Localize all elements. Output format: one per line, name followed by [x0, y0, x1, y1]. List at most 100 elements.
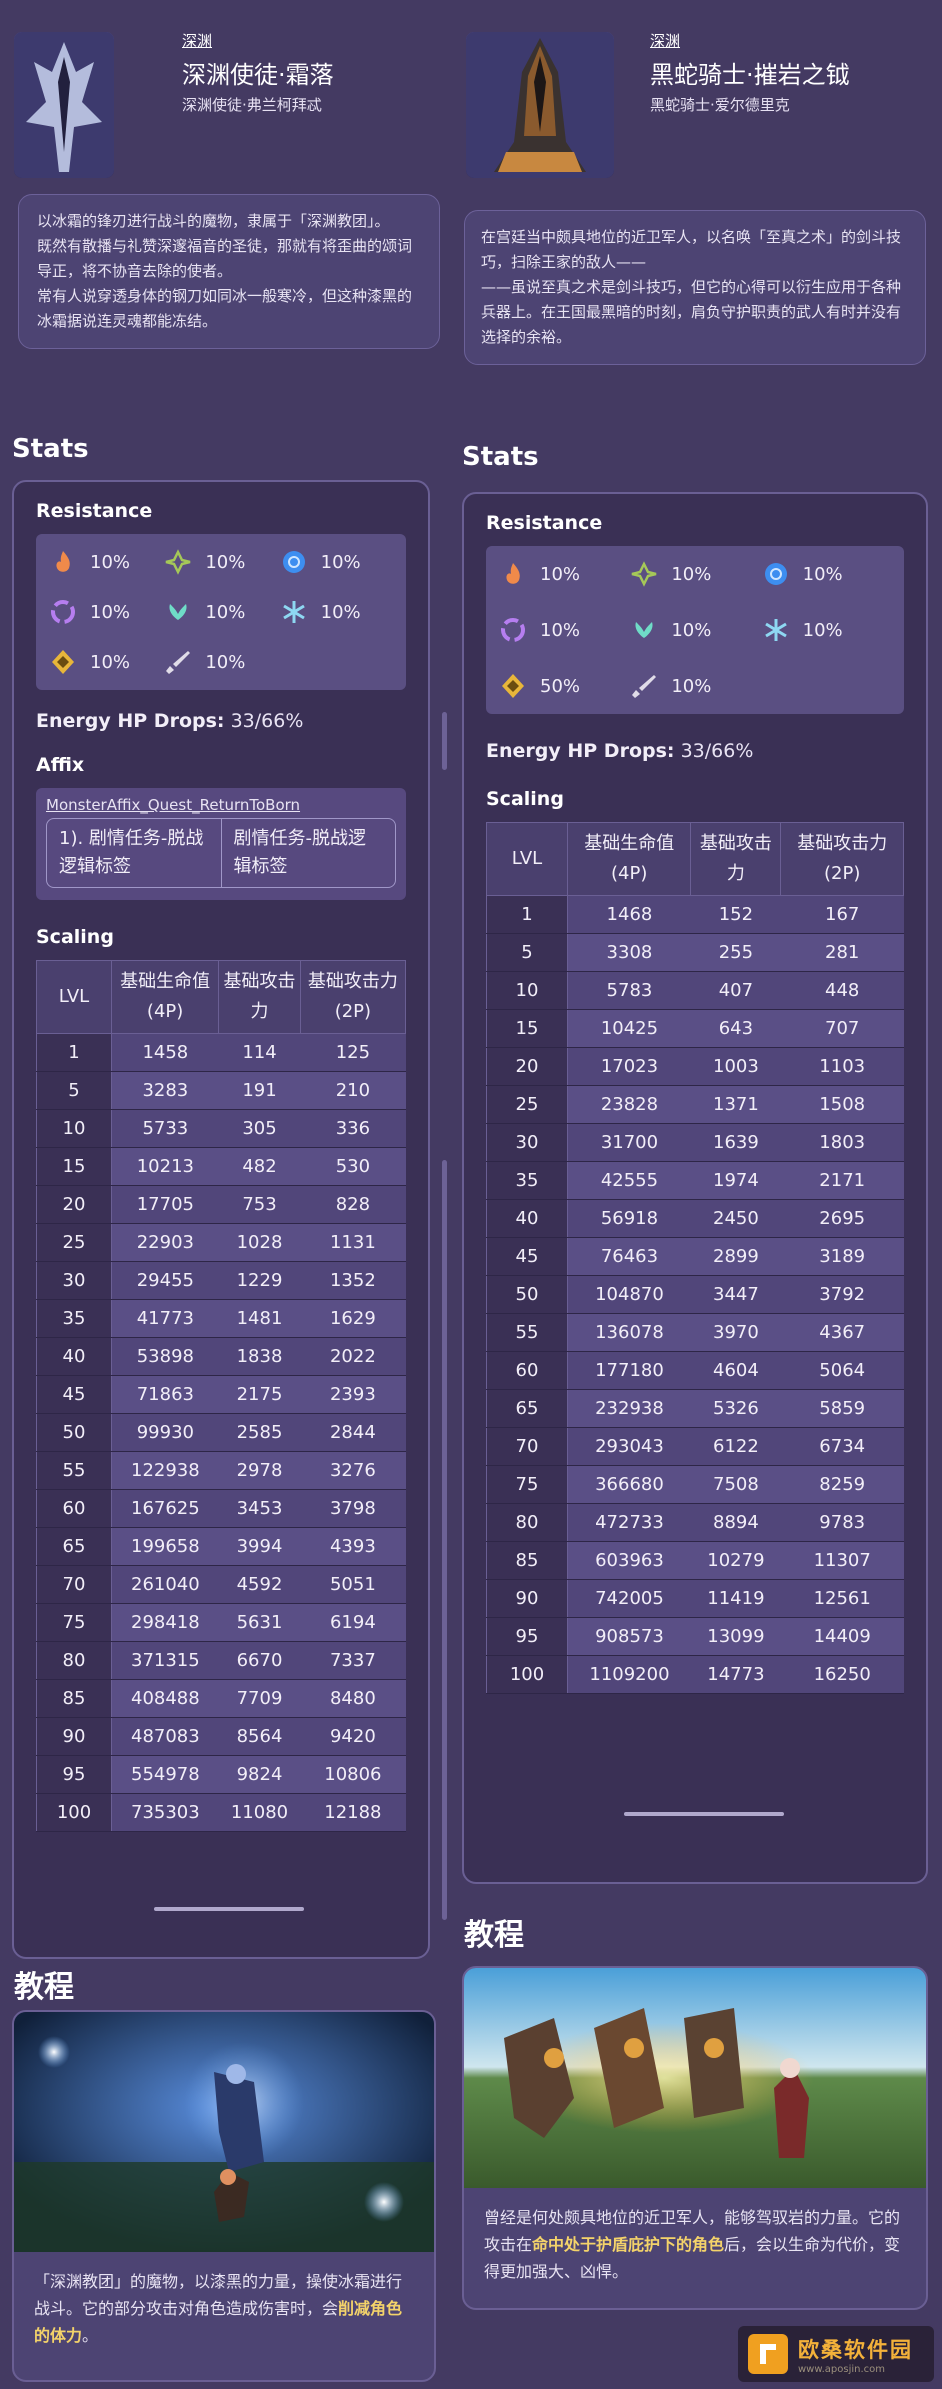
cell-level: 50 [486, 1275, 568, 1314]
cell-value: 167 [780, 895, 904, 934]
resistance-value: 10% [205, 551, 246, 573]
cell-value: 1508 [780, 1085, 904, 1124]
cell-value: 8259 [780, 1465, 904, 1504]
cell-value: 1352 [300, 1261, 406, 1300]
cell-value: 4367 [780, 1313, 904, 1352]
cell-level: 15 [36, 1147, 112, 1186]
left-monster-column: 深渊 深渊使徒·霜落 深渊使徒·弗兰柯拜忒 以冰霜的锋刃进行战斗的魔物，隶属于「… [12, 0, 440, 2382]
cell-value: 167625 [111, 1489, 219, 1528]
table-row: 100 735303 11080 12188 [36, 1793, 406, 1832]
cell-value: 735303 [111, 1793, 219, 1832]
cell-value: 554978 [111, 1755, 219, 1794]
cell-level: 80 [486, 1503, 568, 1542]
resistance-value: 10% [802, 619, 843, 641]
cell-value: 293043 [567, 1427, 691, 1466]
cryo-icon [761, 615, 791, 645]
table-horizontal-scrollbar[interactable] [154, 1907, 304, 1911]
cell-level: 75 [486, 1465, 568, 1504]
col-header-lvl: LVL [486, 822, 568, 896]
cell-level: 5 [36, 1071, 112, 1110]
cell-level: 10 [36, 1109, 112, 1148]
table-row: 50 99930 2585 2844 [36, 1413, 406, 1452]
watermark-logo-icon [748, 2334, 788, 2374]
table-horizontal-scrollbar[interactable] [624, 1812, 784, 1816]
cell-value: 2844 [300, 1413, 406, 1452]
cell-value: 10213 [111, 1147, 219, 1186]
table-row: 55 122938 2978 3276 [36, 1451, 406, 1490]
cell-value: 2022 [300, 1337, 406, 1376]
resistance-item: 10% [761, 610, 892, 650]
col-header-atk: 基础攻击力 [690, 822, 782, 896]
table-row: 100 1109200 14773 16250 [486, 1655, 904, 1694]
cell-level: 10 [486, 971, 568, 1010]
electro-icon [498, 615, 528, 645]
cell-value: 6122 [690, 1427, 781, 1466]
cell-value: 31700 [567, 1123, 691, 1162]
resistance-item: 10% [163, 642, 278, 682]
monster-portrait-icon[interactable] [466, 32, 614, 178]
table-row: 95 554978 9824 10806 [36, 1755, 406, 1794]
resistance-value: 10% [540, 563, 581, 585]
resistance-item: 10% [279, 592, 394, 632]
cell-value: 1109200 [567, 1655, 691, 1694]
description-line: 常有人说穿透身体的钢刀如同冰一般寒冷，但这种漆黑的冰霜据说连灵魂都能冻结。 [37, 287, 413, 330]
cell-level: 30 [486, 1123, 568, 1162]
cell-value: 1803 [780, 1123, 904, 1162]
table-row: 90 742005 11419 12561 [486, 1579, 904, 1618]
cell-value: 10425 [567, 1009, 691, 1048]
family-tag-link[interactable]: 深渊 [650, 32, 681, 50]
resistance-value: 10% [320, 551, 361, 573]
cell-value: 14773 [690, 1655, 781, 1694]
tutorial-heading: 教程 [14, 1970, 74, 2005]
cell-value: 23828 [567, 1085, 691, 1124]
cell-level: 55 [36, 1451, 112, 1490]
cell-level: 40 [36, 1337, 112, 1376]
cell-value: 336 [300, 1109, 406, 1148]
table-row: 75 298418 5631 6194 [36, 1603, 406, 1642]
tutorial-card: 「深渊教团」的魔物，以漆黑的力量，操使冰霜进行战斗。它的部分攻击对角色造成伤害时… [12, 2010, 436, 2382]
tutorial-text-part: 曾经是何处颇具地位的近卫军人，能够驾驭岩的力量。它的攻击在 [484, 2208, 901, 2254]
family-tag-link[interactable]: 深渊 [182, 32, 213, 50]
cell-value: 261040 [111, 1565, 219, 1604]
cell-level: 90 [486, 1579, 568, 1618]
cell-value: 281 [780, 933, 904, 972]
resistance-value: 10% [90, 601, 131, 623]
resistance-value: 10% [671, 675, 712, 697]
resistance-item: 10% [279, 542, 394, 582]
vertical-scrollbar[interactable] [442, 1160, 447, 1920]
cell-value: 3970 [690, 1313, 781, 1352]
cell-value: 707 [780, 1009, 904, 1048]
cell-value: 530 [300, 1147, 406, 1186]
pyro-icon [498, 559, 528, 589]
resistance-value: 10% [671, 563, 712, 585]
resistance-item: 10% [48, 592, 163, 632]
cell-value: 17705 [111, 1185, 219, 1224]
resistance-value: 50% [540, 675, 581, 697]
affix-link[interactable]: MonsterAffix_Quest_ReturnToBorn [46, 796, 301, 814]
monster-portrait-icon[interactable] [14, 32, 114, 178]
cell-value: 5859 [780, 1389, 904, 1428]
monster-header: 深渊 深渊使徒·霜落 深渊使徒·弗兰柯拜忒 [12, 0, 436, 180]
cell-value: 13099 [690, 1617, 781, 1656]
energy-drops: Energy HP Drops: 33/66% [486, 740, 904, 762]
cell-value: 71863 [111, 1375, 219, 1414]
cell-level: 1 [486, 895, 568, 934]
cell-value: 122938 [111, 1451, 219, 1490]
cell-value: 42555 [567, 1161, 691, 1200]
cell-level: 60 [36, 1489, 112, 1528]
vertical-scrollbar[interactable] [442, 712, 447, 770]
cell-value: 2171 [780, 1161, 904, 1200]
table-row: 80 371315 6670 7337 [36, 1641, 406, 1680]
tutorial-text-part: 后，会以生命为代价，变得更加强大、凶悍。 [484, 2235, 901, 2281]
cell-value: 742005 [567, 1579, 691, 1618]
resistance-item: 10% [163, 592, 278, 632]
energy-value: 33/66% [680, 740, 754, 762]
description-card: 在宫廷当中颇具地位的近卫军人，以名唤「至真之术」的剑斗技巧，扫除王家的敌人—— … [464, 210, 926, 365]
cell-value: 11080 [218, 1793, 301, 1832]
cell-level: 45 [36, 1375, 112, 1414]
cell-value: 3453 [218, 1489, 301, 1528]
monster-header: 深渊 黑蛇骑士·摧岩之钺 黑蛇骑士·爱尔德里克 [462, 0, 928, 180]
cell-value: 2175 [218, 1375, 301, 1414]
cell-level: 25 [36, 1223, 112, 1262]
description-line: 在宫廷当中颇具地位的近卫军人，以名唤「至真之术」的剑斗技巧，扫除王家的敌人—— [481, 228, 902, 271]
